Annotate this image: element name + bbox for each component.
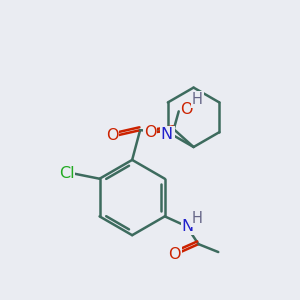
Text: O: O	[180, 102, 193, 117]
Text: O: O	[106, 128, 118, 142]
Text: N: N	[162, 127, 174, 142]
Text: N: N	[161, 127, 173, 142]
Text: Cl: Cl	[59, 166, 75, 181]
Text: O: O	[168, 247, 181, 262]
Text: N: N	[182, 219, 194, 234]
Text: H: H	[192, 211, 203, 226]
Text: H: H	[192, 92, 203, 107]
Text: O: O	[144, 125, 156, 140]
